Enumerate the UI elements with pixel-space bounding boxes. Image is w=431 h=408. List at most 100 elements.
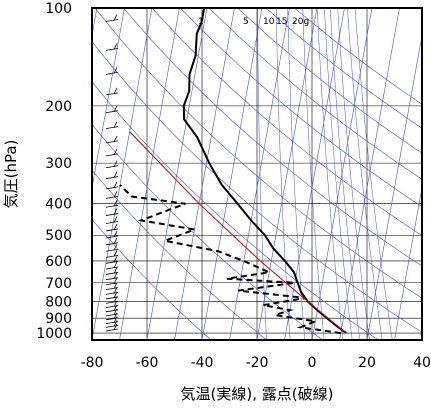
wind-barb: [105, 153, 119, 157]
wind-barb: [105, 328, 119, 332]
wind-barb-flag: [113, 121, 118, 128]
x-tick-label: 20: [358, 355, 376, 371]
tick-layer: -80 -60 -40 -20 0 20 40 100 200 300 400 500 600 700 80…: [36, 1, 431, 371]
wind-barb-flag: [113, 160, 118, 167]
mixing-ratio-line: [337, 8, 370, 340]
x-tick-label: -20: [246, 355, 269, 371]
wind-barb-flag: [113, 191, 118, 198]
dry-adiabat: [92, 169, 267, 340]
wind-barb: [105, 300, 119, 304]
wind-barb: [105, 140, 119, 144]
wind-barb-flag: [113, 14, 118, 21]
y-tick-label: 300: [45, 156, 72, 172]
wind-barb-flag: [113, 43, 118, 50]
wind-barb: [105, 277, 119, 281]
mixing-ratio-label: 5: [243, 17, 249, 27]
wind-barb: [105, 266, 119, 270]
mixing-ratio-label: 15: [276, 17, 287, 27]
isotherm: [394, 186, 422, 340]
wind-barb-flag: [113, 296, 118, 303]
wind-barb: [105, 186, 119, 190]
wind-barb-flag: [113, 223, 118, 231]
wind-barb-flag: [113, 200, 118, 207]
wind-barb: [105, 255, 119, 258]
wind-barb-flag: [113, 300, 118, 307]
isotherm: [284, 8, 345, 340]
wind-barb: [105, 221, 119, 224]
x-axis-label: 気温(実線), 露点(破線): [181, 385, 334, 403]
y-tick-label: 400: [45, 197, 72, 213]
mixing-ratio-line: [287, 8, 306, 340]
wind-barb-flag: [113, 230, 118, 238]
wind-barb: [105, 272, 119, 275]
dry-adiabat: [92, 41, 422, 333]
wind-barb: [105, 248, 119, 252]
y-tick-label: 600: [45, 254, 72, 270]
grid-layer: [92, 8, 422, 340]
isotherm: [174, 8, 235, 340]
dry-adiabat: [294, 8, 422, 105]
isotherm: [256, 8, 318, 340]
dry-adiabat: [92, 219, 212, 340]
series-layer: [119, 8, 347, 335]
dewpoint-line: [119, 184, 341, 335]
isotherm: [366, 33, 422, 340]
wind-barb: [105, 92, 119, 96]
wind-barb-flag: [113, 87, 118, 95]
wind-barb-flag: [113, 316, 118, 323]
wind-barb: [105, 110, 119, 114]
x-tick-label: -40: [191, 355, 214, 371]
y-axis-label: 気圧(hPa): [2, 140, 20, 209]
x-tick-label: 40: [413, 355, 431, 371]
isotherm: [421, 338, 422, 340]
wind-barb: [105, 204, 119, 208]
mixing-ratio-label: 1: [198, 17, 204, 27]
wind-barb: [105, 235, 119, 239]
wind-barb: [105, 260, 119, 264]
wind-barb-flag: [113, 261, 118, 269]
wind-barb-flag: [113, 287, 118, 294]
parcel-line: [129, 131, 347, 334]
wind-barb-flag: [113, 320, 118, 327]
mixing-ratio-line: [347, 8, 383, 340]
wind-barb: [105, 126, 119, 130]
wind-barb-flag: [113, 291, 118, 299]
wind-barb-flag: [113, 308, 118, 316]
wind-barbs: [105, 14, 119, 332]
y-tick-label: 1000: [36, 326, 72, 342]
dry-adiabat: [151, 8, 422, 236]
mixing-ratio-line: [354, 8, 393, 340]
isotherm: [92, 8, 153, 340]
wind-barb: [105, 165, 119, 169]
mixing-ratio-label: 10: [263, 17, 275, 27]
isotherm: [119, 8, 180, 340]
mixing-ratio-line: [302, 8, 325, 340]
wind-barb-flag: [113, 282, 118, 289]
isotherm: [201, 8, 263, 340]
y-tick-label: 100: [45, 1, 72, 17]
wind-barb-flag: [113, 216, 118, 223]
wind-barb-flag: [113, 323, 118, 331]
dry-adiabat: [237, 8, 422, 154]
wind-barb-flag: [113, 250, 118, 257]
wind-barb: [105, 242, 119, 246]
wind-barb: [105, 47, 119, 51]
wind-barb-flag: [113, 267, 118, 274]
wind-barb: [105, 228, 119, 232]
wind-barb-flag: [113, 171, 118, 178]
wind-barb-flag: [113, 244, 118, 251]
y-tick-label: 900: [45, 311, 72, 327]
mixing-ratio-line: [257, 8, 267, 340]
x-tick-label: -80: [81, 355, 104, 371]
mixing-ratio-line: [275, 8, 291, 340]
wind-barb: [105, 296, 119, 300]
x-tick-label: -60: [136, 355, 159, 371]
wind-barb: [105, 287, 119, 291]
isotherm: [229, 8, 290, 340]
wind-barb: [105, 282, 119, 286]
dry-adiabat: [180, 8, 422, 208]
wind-barb-flag: [113, 304, 118, 311]
wind-barb: [105, 176, 119, 180]
wind-barb-flag: [113, 237, 118, 244]
